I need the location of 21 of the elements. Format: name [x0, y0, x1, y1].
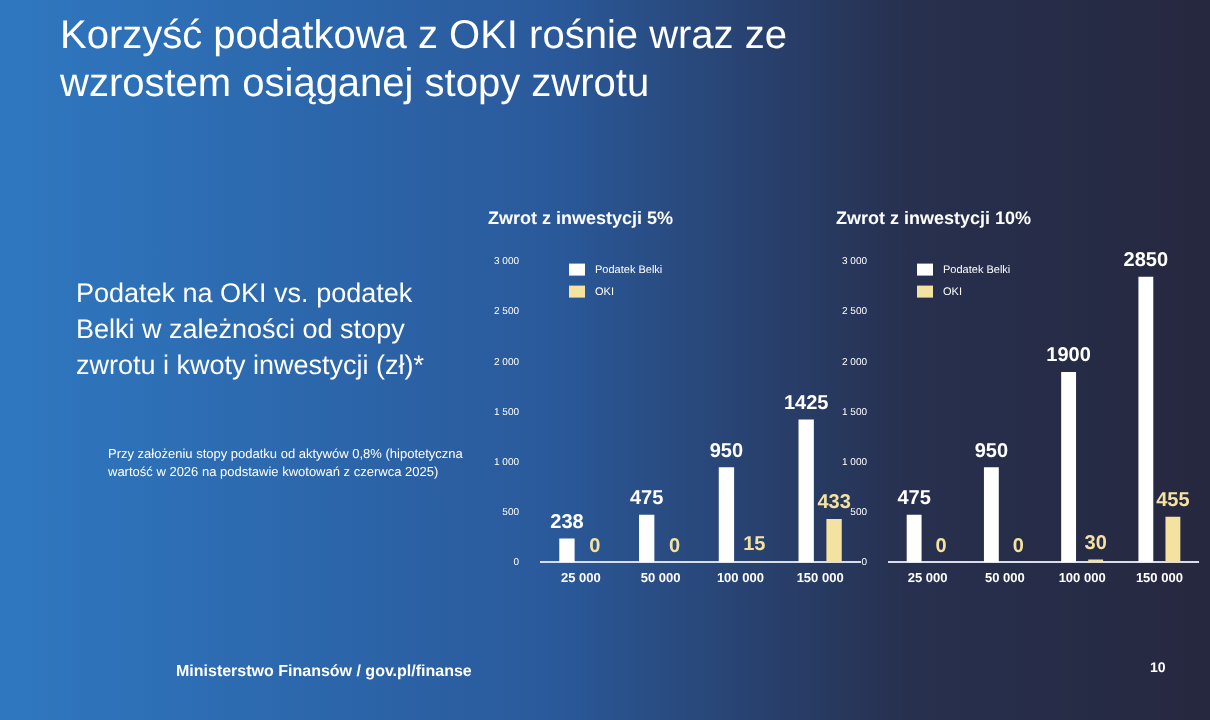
data-label: 0	[669, 535, 682, 558]
data-label: 0	[1012, 535, 1025, 558]
data-label: 2850	[1123, 250, 1169, 273]
data-label: 455	[1156, 490, 1191, 513]
chart-title: Zwrot z inwestycji 5%	[488, 207, 674, 228]
text: Korzyść podatkowa z OKI rośnie wraz ze wzrostem osiąganej stopy zwrotu	[60, 12, 789, 108]
data-label: 30	[1084, 532, 1108, 555]
data-label: 950	[974, 440, 1009, 463]
data-label: 475	[897, 488, 932, 511]
text: Ministerstwo Finansów / gov.pl/finanse	[176, 662, 472, 680]
data-label: 950	[709, 440, 744, 463]
data-label: 238	[550, 512, 585, 535]
data-label: 0	[589, 535, 602, 558]
data-label: 1425	[783, 393, 830, 416]
chart-title: Zwrot z inwestycji 10%	[836, 207, 1032, 228]
data-label: 433	[817, 492, 852, 515]
data-label: 1900	[1046, 345, 1092, 368]
data-label: 0	[935, 535, 948, 558]
data-label: 15	[743, 534, 767, 557]
text: Podatek na OKI vs. podatek Belki w zależności od stopy zwrotu i kwoty inwestycji (zł)*	[76, 276, 427, 384]
data-label: 475	[630, 488, 665, 511]
